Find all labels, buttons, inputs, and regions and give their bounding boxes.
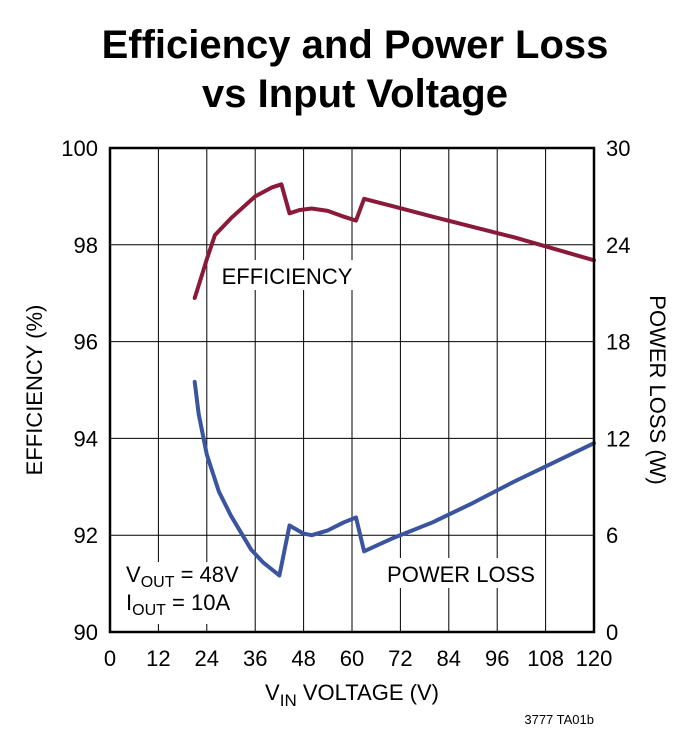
iout-label: IOUT = 10A (126, 590, 230, 619)
chart-title-line2: vs Input Voltage (202, 72, 508, 116)
vout-label-suffix: = 48V (174, 562, 239, 587)
left-tick-label: 98 (74, 233, 98, 258)
efficiency-line (192, 182, 596, 300)
grid (110, 148, 594, 632)
plot-frame (108, 146, 596, 634)
x-tick-label: 96 (485, 646, 509, 671)
right-tick-label: 6 (606, 523, 618, 548)
left-tick-label: 92 (74, 523, 98, 548)
left-tick-label: 100 (61, 136, 98, 161)
right-tick-label: 18 (606, 330, 630, 355)
right-tick-label: 0 (606, 620, 618, 645)
figure-reference: 3777 TA01b (524, 712, 594, 727)
iout-label-prefix: I (126, 590, 132, 615)
right-tick-label: 24 (606, 233, 630, 258)
right-tick-label: 30 (606, 136, 630, 161)
vout-iout-label-bg (114, 562, 254, 624)
x-axis-ticks: 0 12 24 36 48 60 72 84 96 108 120 (104, 646, 612, 671)
power-loss-line (192, 379, 596, 578)
efficiency-series-label: EFFICIENCY (222, 264, 353, 289)
iout-label-suffix: = 10A (166, 590, 231, 615)
series-group (192, 182, 596, 578)
vout-label: VOUT = 48V (126, 562, 239, 591)
right-tick-label: 12 (606, 426, 630, 451)
left-tick-label: 94 (74, 426, 98, 451)
vout-label-sub: OUT (141, 574, 175, 591)
left-tick-label: 90 (74, 620, 98, 645)
right-axis-ticks: 0 6 12 18 24 30 (606, 136, 630, 645)
x-axis-label-prefix: V (265, 680, 280, 705)
x-tick-label: 60 (340, 646, 364, 671)
x-tick-label: 72 (388, 646, 412, 671)
power-loss-series-label: POWER LOSS (387, 562, 535, 587)
x-axis-label: VIN VOLTAGE (V) (265, 680, 439, 710)
x-tick-label: 84 (437, 646, 461, 671)
power-loss-label-bg (383, 558, 539, 588)
x-tick-label: 24 (195, 646, 219, 671)
x-tick-label: 48 (291, 646, 315, 671)
chart-title-line1: Efficiency and Power Loss (102, 23, 609, 67)
x-tick-label: 108 (527, 646, 564, 671)
iout-label-sub: OUT (132, 602, 166, 619)
x-tick-label: 120 (576, 646, 613, 671)
x-axis-label-suffix: VOLTAGE (V) (297, 680, 439, 705)
left-axis-label: EFFICIENCY (%) (22, 305, 47, 476)
x-tick-label: 12 (146, 646, 170, 671)
left-tick-label: 96 (74, 330, 98, 355)
efficiency-label-bg (218, 260, 354, 290)
right-axis-label: POWER LOSS (W) (645, 295, 670, 484)
x-tick-label: 0 (104, 646, 116, 671)
left-axis-ticks: 90 92 94 96 98 100 (61, 136, 98, 645)
vout-label-prefix: V (126, 562, 141, 587)
x-tick-label: 36 (243, 646, 267, 671)
x-axis-label-sub: IN (280, 691, 297, 710)
